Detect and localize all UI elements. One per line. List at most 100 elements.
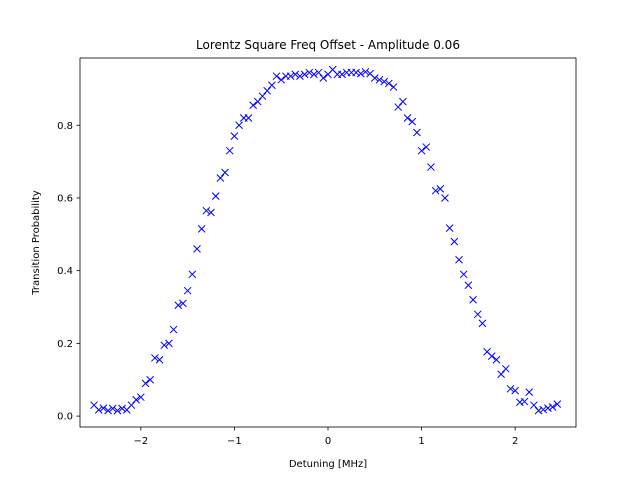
data-point-marker [413,128,421,137]
data-point-marker [427,163,435,171]
data-point-marker [267,81,276,90]
x-tick-label: 1 [418,436,424,447]
data-point-marker [151,354,159,362]
data-point-marker [169,325,178,334]
data-point-marker [253,97,262,106]
data-point-marker [136,393,145,402]
y-axis-label: Transition Probability [31,190,42,295]
data-point-marker [534,406,543,415]
data-point-marker [370,74,379,82]
y-tick-label: 0.0 [57,412,73,423]
data-point-marker [473,310,482,319]
data-point-marker [155,355,164,364]
data-point-marker [553,400,562,408]
chart-title: Lorentz Square Freq Offset - Amplitude 0… [196,38,460,52]
data-point-marker [548,403,557,411]
data-point-marker [380,77,389,86]
x-tick-label: −2 [133,436,148,447]
x-axis: −2 −1 0 1 2 [133,427,518,447]
data-point-marker [221,168,229,177]
data-point-marker [310,70,318,79]
data-point-marker [501,364,510,373]
data-point-marker [361,67,370,76]
data-point-marker [202,206,211,215]
data-point-marker [160,341,169,350]
data-markers [90,65,562,415]
data-point-marker [399,97,407,106]
y-tick-label: 0.8 [57,121,73,132]
data-point-marker [352,68,360,77]
data-point-marker [291,70,300,79]
data-point-marker [319,74,328,82]
data-point-marker [492,355,501,364]
data-point-marker [450,237,459,246]
data-point-marker [389,83,398,91]
data-point-marker [179,299,187,308]
data-point-marker [118,404,126,413]
data-point-marker [263,86,272,95]
x-tick-label: 2 [512,436,518,447]
data-point-marker [183,286,192,295]
data-point-marker [394,103,403,111]
data-point-marker [478,319,487,328]
data-point-marker [127,401,136,410]
data-point-marker [422,143,431,151]
data-point-marker [539,405,548,414]
data-point-marker [338,70,346,79]
data-point-marker [530,401,538,410]
data-point-marker [403,114,412,122]
data-point-marker [286,72,295,81]
data-point-marker [277,75,286,84]
data-point-marker [469,295,477,304]
data-point-marker [314,68,323,77]
data-point-marker [356,69,365,78]
y-axis: 0.0 0.2 0.4 0.6 0.8 [57,121,80,423]
data-point-marker [487,352,496,360]
data-point-marker [300,70,309,79]
data-point-marker [225,146,234,155]
y-tick-label: 0.6 [57,193,73,204]
data-point-marker [455,255,463,264]
data-point-marker [235,121,243,130]
data-point-marker [146,375,155,384]
data-point-marker [216,174,225,182]
data-point-marker [244,114,253,122]
data-point-marker [431,186,440,195]
data-point-marker [108,404,117,413]
data-point-marker [511,386,520,395]
data-point-marker [113,406,122,415]
data-point-marker [464,281,473,290]
data-point-marker [211,192,220,201]
plot-area [79,57,577,428]
data-point-marker [104,406,112,415]
data-point-marker [520,397,529,406]
data-point-marker [99,404,108,412]
data-point-marker [497,370,505,379]
data-point-marker [165,339,173,348]
x-tick-label: 0 [325,436,331,447]
data-point-marker [197,225,206,233]
data-point-marker [384,79,393,88]
data-point-marker [258,92,267,101]
data-point-marker [296,72,304,81]
x-axis-label: Detuning [MHz] [289,459,367,470]
data-point-marker [132,395,141,404]
data-point-marker [515,398,524,407]
data-point-marker [506,384,515,393]
data-point-marker [230,132,239,141]
data-point-marker [193,245,201,253]
axes-frame [79,57,577,428]
data-point-marker [445,224,454,232]
data-point-marker [459,270,468,279]
data-point-marker [436,185,445,193]
x-tick-label: −1 [227,436,242,447]
data-point-marker [417,146,426,155]
data-point-marker [188,270,197,279]
data-point-marker [375,75,384,84]
data-point-marker [272,72,281,81]
data-point-marker [305,68,314,77]
data-point-marker [207,208,215,217]
data-point-marker [249,101,257,110]
data-point-marker [94,406,103,414]
